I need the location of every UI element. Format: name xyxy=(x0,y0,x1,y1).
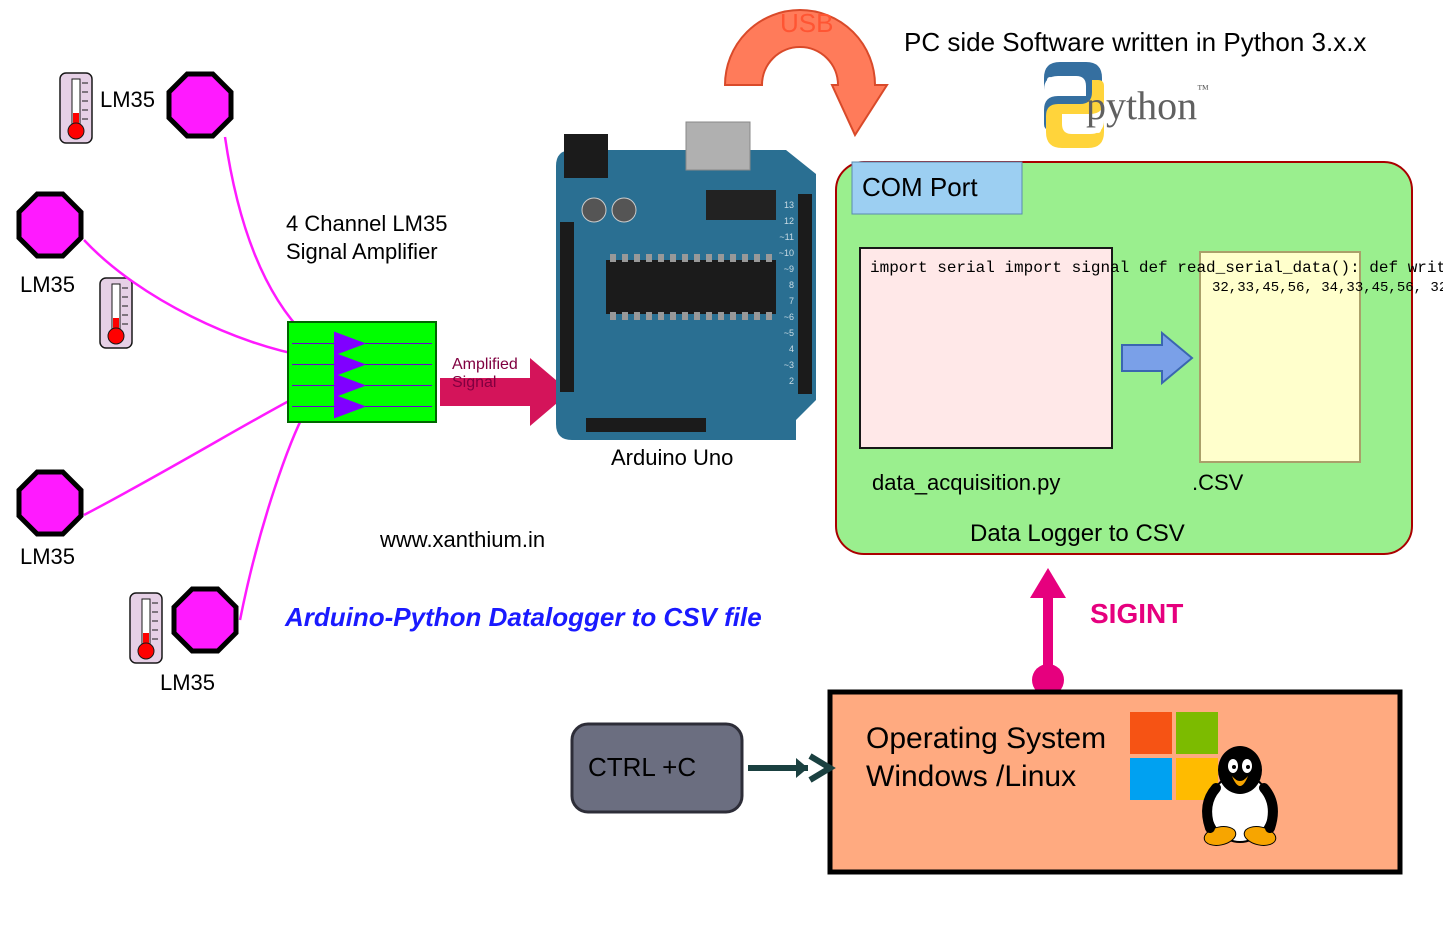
ctrl-arrow-head2 xyxy=(810,756,830,780)
sensor-octagon-3 xyxy=(174,589,236,651)
svg-text:~3: ~3 xyxy=(784,360,794,370)
amp-label: 4 Channel LM35 Signal Amplifier xyxy=(286,210,447,265)
sensor-octagon-0 xyxy=(169,74,231,136)
svg-text:~5: ~5 xyxy=(784,328,794,338)
svg-text:4: 4 xyxy=(789,344,794,354)
svg-text:~10: ~10 xyxy=(779,248,794,258)
amp-signal-label: Amplified Signal xyxy=(452,356,518,392)
svg-text:8: 8 xyxy=(789,280,794,290)
sensor-octagon-1 xyxy=(19,194,81,256)
svg-text:7: 7 xyxy=(789,296,794,306)
sensor-wire-3 xyxy=(240,410,306,620)
os-line1: Operating System xyxy=(866,722,1106,756)
svg-text:2: 2 xyxy=(789,376,794,386)
com-port-label: COM Port xyxy=(862,172,978,203)
svg-text:~11: ~11 xyxy=(779,232,794,242)
sensor-label-3: LM35 xyxy=(160,670,215,696)
csv-box-content: 32,33,45,56, 34,33,45,56, 32,34,45,56, 5… xyxy=(1212,278,1443,298)
python-logo-text: python™ xyxy=(1086,82,1209,129)
sigint-arrow-head xyxy=(1030,568,1066,598)
svg-text:~9: ~9 xyxy=(784,264,794,274)
svg-text:12: 12 xyxy=(784,216,794,226)
windows-logo-tile xyxy=(1130,712,1172,754)
arduino-board: 13 12 ~11 ~10 ~9 8 7 ~6 ~5 4 ~3 2 xyxy=(556,122,816,440)
sigint-label: SIGINT xyxy=(1090,598,1183,630)
sensor-label-2: LM35 xyxy=(20,544,75,570)
website-link: www.xanthium.in xyxy=(380,527,545,553)
ctrl-arrow-head xyxy=(796,758,808,778)
svg-text:13: 13 xyxy=(784,200,794,210)
windows-logo-tile xyxy=(1130,758,1172,800)
sensor-label-1: LM35 xyxy=(20,272,75,298)
code-box-content: import serial import signal def read_ser… xyxy=(870,256,1106,280)
ctrl-c-label: CTRL +C xyxy=(588,752,696,783)
os-line2: Windows /Linux xyxy=(866,760,1076,794)
page-title: Arduino-Python Datalogger to CSV file xyxy=(285,602,762,633)
code-filename-label: data_acquisition.py xyxy=(872,470,1060,496)
pc-software-label: PC side Software written in Python 3.x.x xyxy=(904,27,1366,58)
csv-label: .CSV xyxy=(1192,470,1243,496)
windows-logo-tile xyxy=(1176,712,1218,754)
logger-title: Data Logger to CSV xyxy=(970,520,1185,548)
usb-label: USB xyxy=(780,8,833,39)
sensor-label-0: LM35 xyxy=(100,87,155,113)
arduino-label: Arduino Uno xyxy=(611,445,733,471)
svg-text:~6: ~6 xyxy=(784,312,794,322)
sensor-octagon-2 xyxy=(19,472,81,534)
